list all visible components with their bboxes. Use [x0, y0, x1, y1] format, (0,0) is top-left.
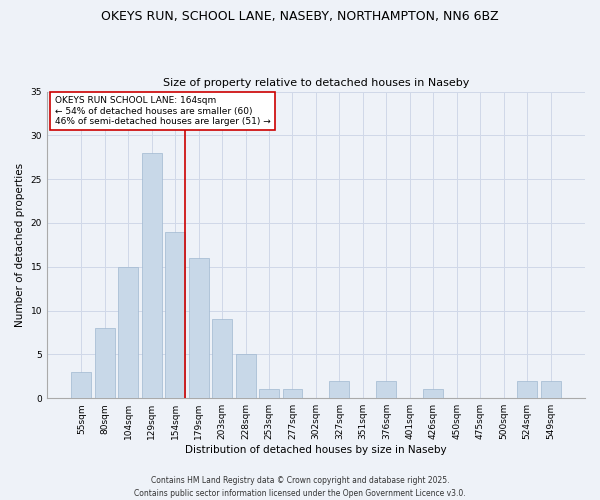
- Bar: [236, 354, 256, 398]
- Bar: [541, 380, 560, 398]
- Title: Size of property relative to detached houses in Naseby: Size of property relative to detached ho…: [163, 78, 469, 88]
- Bar: [142, 153, 162, 398]
- X-axis label: Distribution of detached houses by size in Naseby: Distribution of detached houses by size …: [185, 445, 447, 455]
- Text: OKEYS RUN, SCHOOL LANE, NASEBY, NORTHAMPTON, NN6 6BZ: OKEYS RUN, SCHOOL LANE, NASEBY, NORTHAMP…: [101, 10, 499, 23]
- Bar: [212, 320, 232, 398]
- Text: Contains HM Land Registry data © Crown copyright and database right 2025.
Contai: Contains HM Land Registry data © Crown c…: [134, 476, 466, 498]
- Bar: [329, 380, 349, 398]
- Bar: [423, 390, 443, 398]
- Bar: [118, 267, 138, 398]
- Bar: [71, 372, 91, 398]
- Bar: [95, 328, 115, 398]
- Bar: [165, 232, 185, 398]
- Text: OKEYS RUN SCHOOL LANE: 164sqm
← 54% of detached houses are smaller (60)
46% of s: OKEYS RUN SCHOOL LANE: 164sqm ← 54% of d…: [55, 96, 271, 126]
- Bar: [188, 258, 209, 398]
- Y-axis label: Number of detached properties: Number of detached properties: [15, 163, 25, 327]
- Bar: [376, 380, 397, 398]
- Bar: [517, 380, 537, 398]
- Bar: [259, 390, 279, 398]
- Bar: [283, 390, 302, 398]
